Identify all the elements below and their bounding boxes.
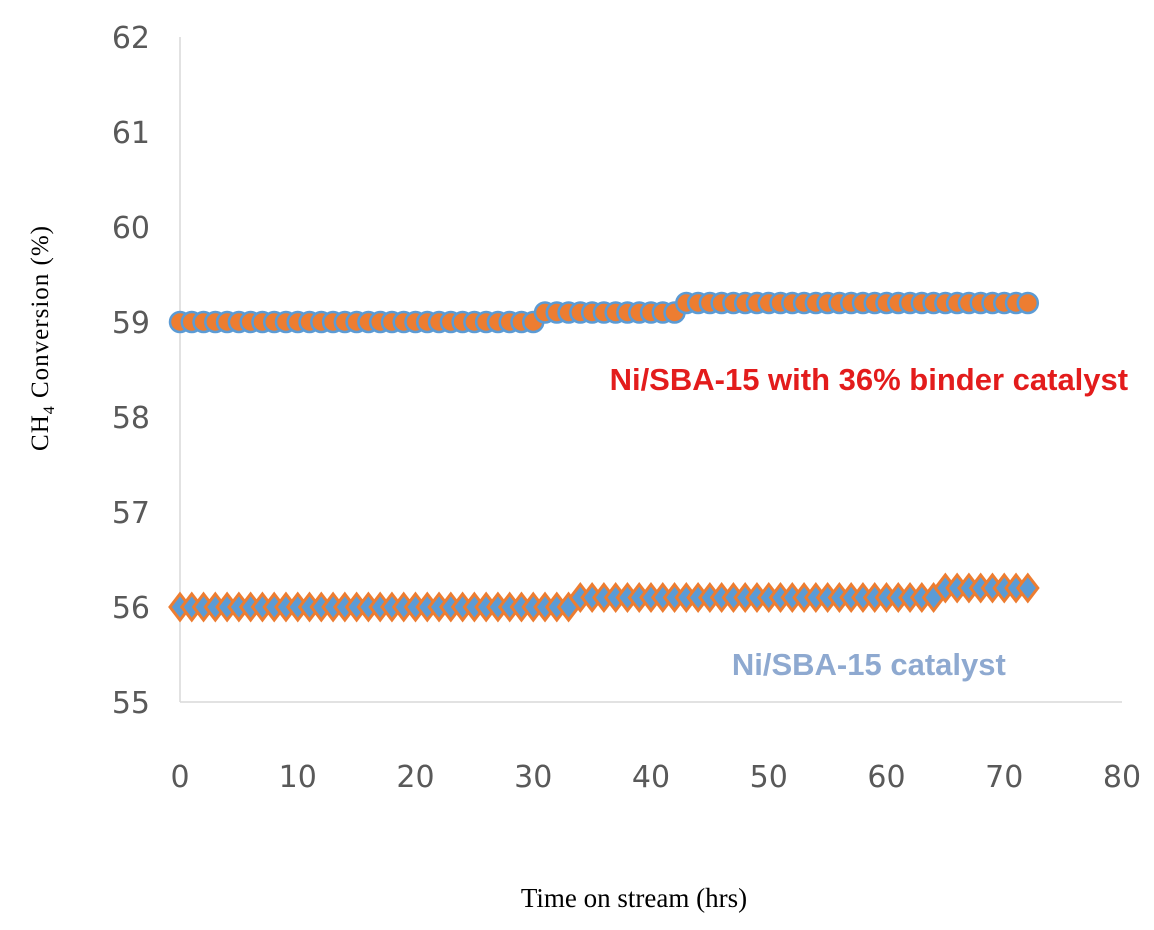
x-axis-title: Time on stream (hrs) — [521, 883, 747, 913]
data-point — [1016, 291, 1040, 315]
x-tick-label: 20 — [396, 760, 434, 795]
y-tick-label: 59 — [112, 306, 150, 341]
x-tick-labels: 0 10 20 30 40 50 60 70 80 — [170, 760, 1141, 795]
y-axis-title: CH4 Conversion (%) — [27, 225, 58, 451]
x-tick-label: 40 — [632, 760, 670, 795]
data-point — [1015, 572, 1040, 604]
series-2 — [168, 572, 1040, 623]
x-tick-label: 30 — [514, 760, 552, 795]
x-tick-label: 60 — [867, 760, 905, 795]
series-annotation: Ni/SBA-15 with 36% binder catalyst — [610, 362, 1129, 397]
x-tick-label: 0 — [170, 760, 189, 795]
y-tick-labels: 55 56 57 58 59 60 61 62 — [112, 21, 150, 721]
series-1 — [168, 291, 1040, 334]
y-tick-label: 55 — [112, 686, 150, 721]
y-tick-label: 60 — [112, 211, 150, 246]
y-tick-label: 57 — [112, 496, 150, 531]
y-tick-label: 56 — [112, 591, 150, 626]
series-annotation: Ni/SBA-15 catalyst — [732, 647, 1006, 682]
plot-area: 55 56 57 58 59 60 61 62 0 10 20 30 40 50 60 70 80 Ni/SB… — [112, 21, 1141, 795]
x-tick-label: 70 — [985, 760, 1023, 795]
x-tick-label: 50 — [750, 760, 788, 795]
y-tick-label: 58 — [112, 401, 150, 436]
y-tick-label: 62 — [112, 21, 150, 56]
y-axis-title-subscript: 4 — [41, 405, 58, 414]
y-axis-title-prefix: CH — [27, 414, 54, 451]
y-tick-label: 61 — [112, 116, 150, 151]
y-axis-title-suffix: Conversion (%) — [27, 225, 54, 405]
data-series — [168, 291, 1040, 623]
x-tick-label: 80 — [1103, 760, 1141, 795]
series-annotations: Ni/SBA-15 with 36% binder catalyst Ni/SBA… — [610, 362, 1129, 682]
x-tick-label: 10 — [279, 760, 317, 795]
